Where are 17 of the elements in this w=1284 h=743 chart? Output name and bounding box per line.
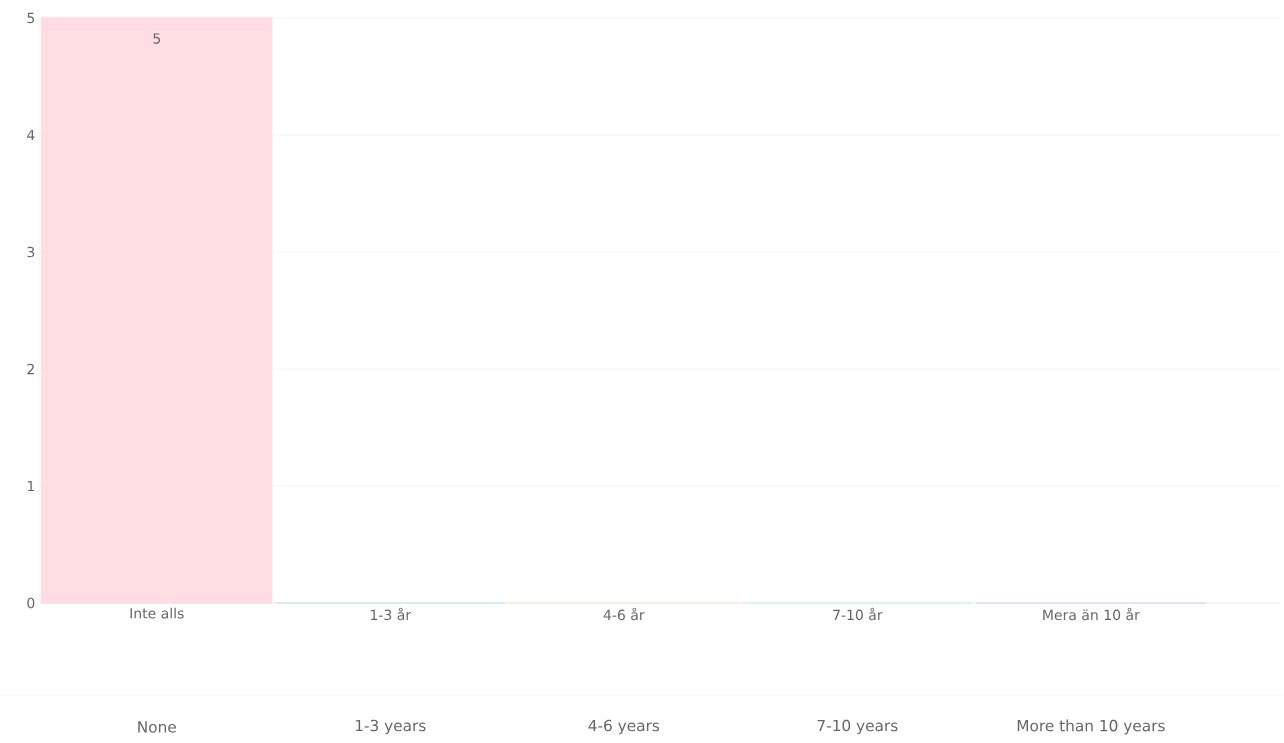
text: None [138,721,176,733]
y-tick-label: 2 [27,363,34,375]
text: 1-3 years [355,719,426,735]
x-tick-label: 7-10 år [833,607,883,621]
text: More than 10 years [1017,719,1165,735]
y-tick-label: 3 [27,246,35,258]
x-tick-label: 1-3 år [370,607,412,621]
y-tick-label: 0 [27,597,35,609]
data-label: 5 [153,33,160,44]
x-tick-label: Mera än 10 år [1043,607,1140,621]
y-tick-label: 5 [27,12,35,24]
text: 4-6 years [588,719,660,735]
y-tick-label: 1 [27,480,34,492]
x-tick-label: Inte alls [130,607,184,619]
text: 7-10 years [817,719,898,735]
x-tick-label: 4-6 år [603,607,645,621]
y-tick-label: 4 [27,129,35,141]
